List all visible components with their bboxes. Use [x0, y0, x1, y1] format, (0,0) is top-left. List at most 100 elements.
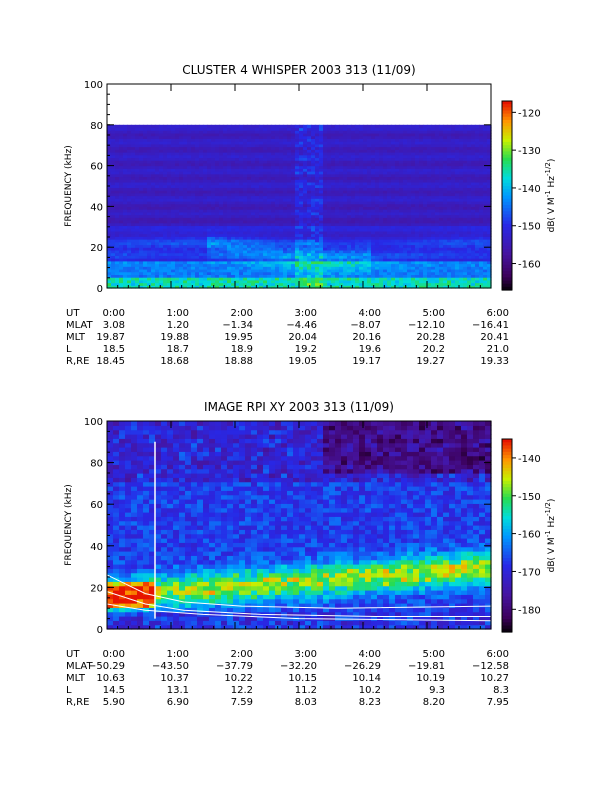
- heatmap-cell: [387, 146, 392, 150]
- heatmap-cell: [259, 271, 264, 275]
- heatmap-cell: [219, 233, 224, 237]
- heatmap-cell: [407, 146, 412, 150]
- heatmap-cell: [131, 241, 136, 246]
- heatmap-cell: [183, 162, 188, 167]
- heatmap-cell: [291, 236, 296, 240]
- heatmap-cell: [183, 271, 188, 275]
- heatmap-cell: [183, 217, 188, 221]
- heatmap-cell: [339, 157, 344, 161]
- heatmap-cell: [319, 141, 324, 145]
- heatmap-cell: [427, 149, 432, 153]
- heatmap-cell: [359, 181, 364, 186]
- heatmap-cell: [315, 149, 320, 153]
- heatmap-cell: [383, 195, 388, 199]
- heatmap-cell: [295, 192, 300, 197]
- heatmap-cell: [259, 255, 264, 259]
- heatmap-cell: [243, 203, 248, 207]
- heatmap-cell: [383, 157, 388, 161]
- heatmap-cell: [239, 260, 244, 265]
- heatmap-cell: [339, 228, 344, 232]
- heatmap-cell: [299, 132, 304, 137]
- heatmap-cell: [243, 130, 248, 134]
- heatmap-cell: [223, 277, 228, 281]
- heatmap-cell: [275, 171, 280, 175]
- heatmap-cell: [227, 285, 232, 289]
- heatmap-cell: [263, 127, 268, 131]
- heatmap-cell: [371, 187, 376, 191]
- heatmap-cell: [367, 260, 372, 265]
- heatmap-cell: [283, 222, 288, 227]
- heatmap-cell: [311, 143, 316, 148]
- heatmap-cell: [339, 192, 344, 197]
- heatmap-cell: [243, 282, 248, 286]
- heatmap-cell: [115, 206, 120, 210]
- heatmap-cell: [191, 184, 196, 188]
- heatmap-cell: [251, 181, 256, 186]
- heatmap-cell: [171, 179, 176, 183]
- heatmap-cell: [291, 168, 296, 172]
- heatmap-cell: [215, 181, 220, 186]
- heatmap-cell: [355, 233, 360, 237]
- heatmap-cell: [411, 195, 416, 199]
- heatmap-cell: [303, 168, 308, 172]
- heatmap-cell: [391, 214, 396, 218]
- heatmap-cell: [123, 225, 128, 229]
- heatmap-cell: [399, 279, 404, 284]
- heatmap-cell: [439, 285, 444, 289]
- heatmap-cell: [219, 181, 224, 186]
- heatmap-cell: [367, 149, 372, 153]
- heatmap-cell: [271, 138, 276, 142]
- heatmap-cell: [151, 157, 156, 161]
- heatmap-cell: [163, 268, 168, 273]
- heatmap-cell: [267, 171, 272, 175]
- heatmap-cell: [211, 258, 216, 262]
- heatmap-cell: [407, 124, 412, 129]
- heatmap-cell: [383, 252, 388, 256]
- heatmap-cell: [363, 255, 368, 259]
- heatmap-cell: [183, 146, 188, 150]
- heatmap-cell: [123, 239, 128, 243]
- heatmap-cell: [327, 203, 332, 207]
- heatmap-cell: [371, 160, 376, 164]
- heatmap-cell: [187, 279, 192, 284]
- heatmap-cell: [339, 225, 344, 229]
- heatmap-cell: [411, 203, 416, 207]
- heatmap-cell: [415, 181, 420, 186]
- heatmap-cell: [215, 203, 220, 207]
- heatmap-cell: [191, 179, 196, 183]
- heatmap-cell: [319, 247, 324, 251]
- heatmap-cell: [359, 138, 364, 142]
- heatmap-cell: [159, 127, 164, 131]
- heatmap-cell: [371, 233, 376, 237]
- heatmap-cell: [291, 190, 296, 194]
- heatmap-cell: [171, 171, 176, 175]
- heatmap-cell: [363, 198, 368, 202]
- heatmap-cell: [419, 230, 424, 235]
- heatmap-cell: [279, 241, 284, 246]
- heatmap-cell: [311, 195, 316, 199]
- heatmap-cell: [259, 209, 264, 213]
- heatmap-cell: [183, 165, 188, 169]
- heatmap-cell: [147, 192, 152, 197]
- heatmap-cell: [275, 190, 280, 194]
- heatmap-cell: [235, 171, 240, 175]
- heatmap-cell: [235, 181, 240, 186]
- heatmap-cell: [419, 258, 424, 262]
- heatmap-cell: [243, 214, 248, 218]
- heatmap-cell: [351, 230, 356, 235]
- heatmap-cell: [287, 195, 292, 199]
- heatmap-cell: [239, 277, 244, 281]
- heatmap-cell: [427, 236, 432, 240]
- heatmap-cell: [307, 230, 312, 235]
- heatmap-cell: [135, 190, 140, 194]
- heatmap-cell: [427, 249, 432, 254]
- heatmap-cell: [151, 198, 156, 202]
- heatmap-cell: [279, 195, 284, 199]
- heatmap-cell: [255, 252, 260, 256]
- heatmap-cell: [351, 241, 356, 246]
- heatmap-cell: [363, 154, 368, 159]
- heatmap-cell: [371, 171, 376, 175]
- heatmap-cell: [299, 198, 304, 202]
- heatmap-cell: [135, 217, 140, 221]
- heatmap-cell: [311, 173, 316, 178]
